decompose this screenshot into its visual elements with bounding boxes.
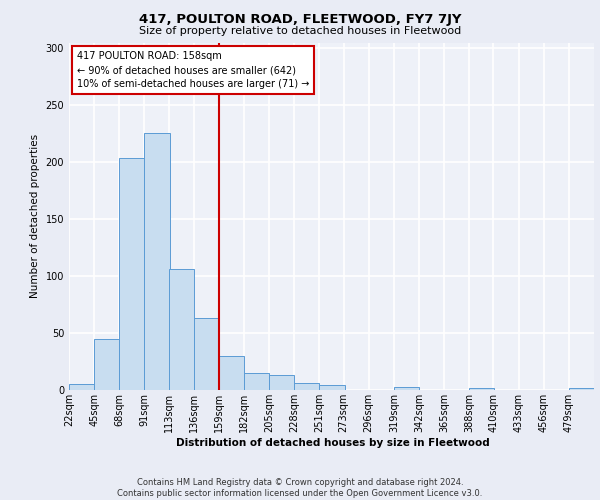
- Y-axis label: Number of detached properties: Number of detached properties: [30, 134, 40, 298]
- Bar: [169, 269, 194, 390]
- Bar: [244, 373, 269, 390]
- Bar: [145, 132, 170, 390]
- Text: Size of property relative to detached houses in Fleetwood: Size of property relative to detached ho…: [139, 26, 461, 36]
- Bar: [295, 383, 319, 390]
- Bar: [69, 384, 94, 390]
- Text: 417, POULTON ROAD, FLEETWOOD, FY7 7JY: 417, POULTON ROAD, FLEETWOOD, FY7 7JY: [139, 12, 461, 26]
- Bar: [94, 338, 119, 390]
- Bar: [319, 386, 344, 390]
- Bar: [219, 356, 244, 390]
- Text: 417 POULTON ROAD: 158sqm
← 90% of detached houses are smaller (642)
10% of semi-: 417 POULTON ROAD: 158sqm ← 90% of detach…: [77, 51, 309, 89]
- Bar: [569, 388, 594, 390]
- Bar: [194, 318, 219, 390]
- Bar: [119, 158, 145, 390]
- Text: Distribution of detached houses by size in Fleetwood: Distribution of detached houses by size …: [176, 438, 490, 448]
- Text: Contains HM Land Registry data © Crown copyright and database right 2024.
Contai: Contains HM Land Registry data © Crown c…: [118, 478, 482, 498]
- Bar: [469, 388, 494, 390]
- Bar: [269, 375, 295, 390]
- Bar: [394, 386, 419, 390]
